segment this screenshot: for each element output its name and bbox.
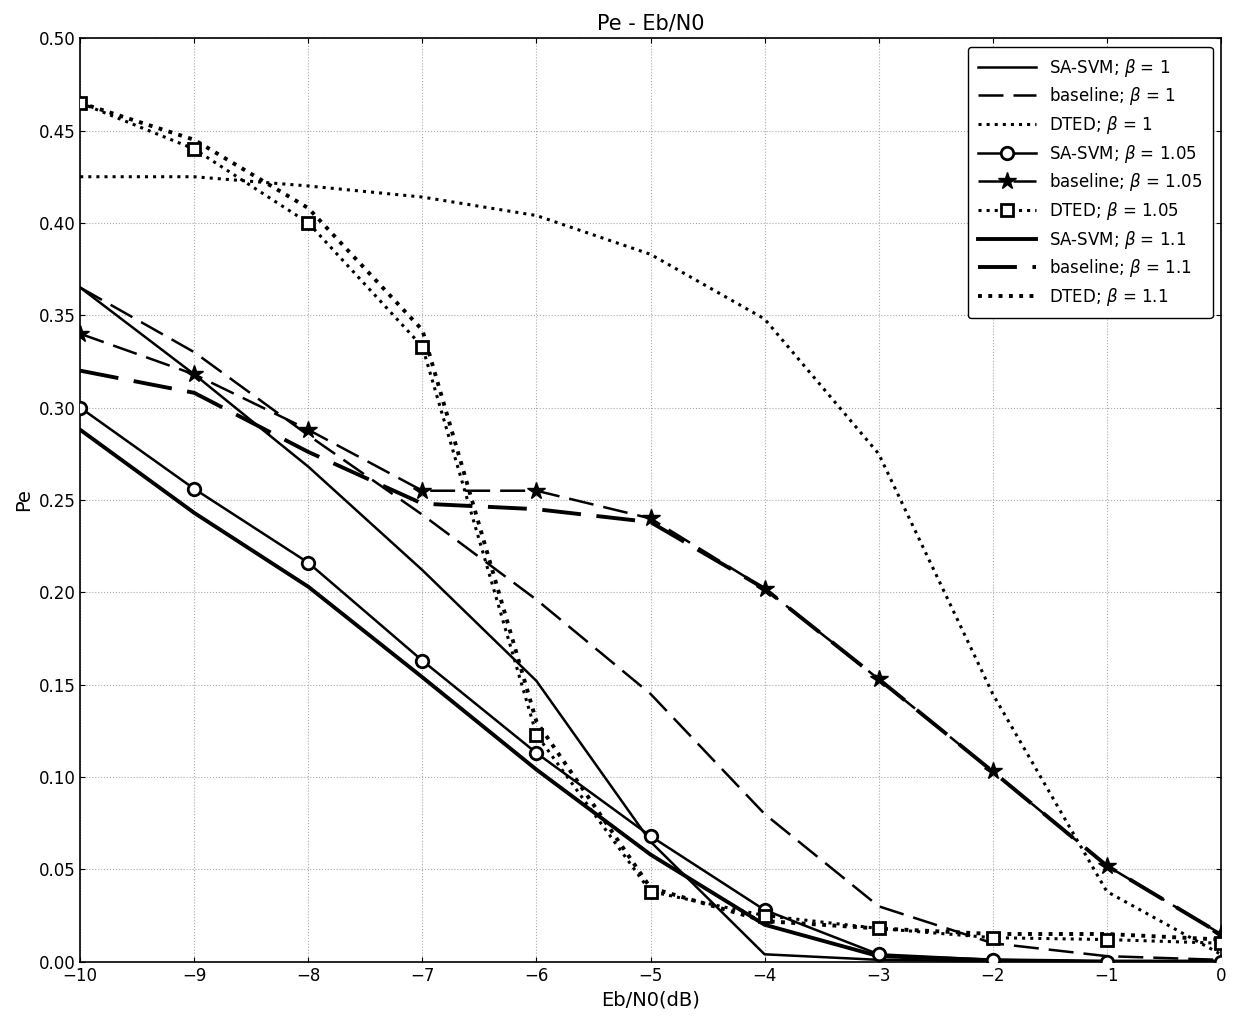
Legend: SA-SVM; $\beta$ = 1, baseline; $\beta$ = 1, DTED; $\beta$ = 1, SA-SVM; $\beta$ =: SA-SVM; $\beta$ = 1, baseline; $\beta$ =… (967, 47, 1213, 318)
Y-axis label: Pe: Pe (14, 489, 33, 512)
Title: Pe - Eb/N0: Pe - Eb/N0 (596, 14, 704, 34)
X-axis label: Eb/N0(dB): Eb/N0(dB) (601, 990, 699, 1009)
